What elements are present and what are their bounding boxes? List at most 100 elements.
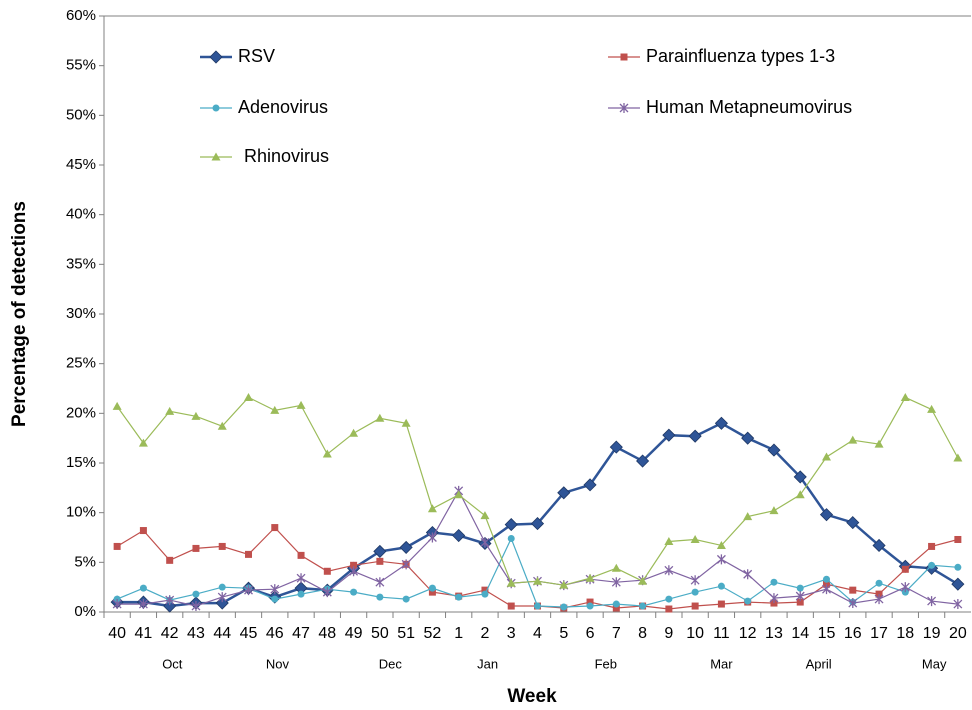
marker: [427, 532, 437, 543]
marker: [428, 584, 436, 592]
month-label: Feb: [595, 656, 617, 671]
x-tick-label: 20: [949, 625, 967, 642]
marker: [717, 600, 725, 608]
marker: [901, 565, 909, 573]
month-label: Mar: [710, 656, 733, 671]
marker: [375, 577, 385, 588]
marker: [481, 590, 489, 598]
y-tick-label: 60%: [66, 7, 96, 24]
series-line: [116, 396, 959, 586]
marker: [401, 559, 411, 570]
x-tick-label: 3: [507, 625, 516, 642]
marker: [619, 103, 629, 113]
marker: [638, 576, 648, 585]
month-label: Jan: [477, 656, 498, 671]
marker: [741, 431, 755, 445]
marker: [534, 602, 541, 610]
x-tick-label: 43: [187, 625, 205, 642]
marker: [767, 443, 781, 457]
marker: [900, 582, 910, 593]
x-tick-label: 16: [844, 625, 862, 642]
marker: [716, 554, 726, 565]
marker: [743, 569, 753, 580]
x-tick-label: 49: [345, 625, 363, 642]
marker: [165, 595, 175, 606]
marker: [427, 504, 437, 513]
marker: [323, 567, 331, 575]
x-tick-label: 10: [686, 625, 704, 642]
marker: [452, 528, 466, 543]
marker: [322, 587, 332, 598]
marker: [953, 453, 963, 462]
marker: [217, 421, 227, 430]
y-tick-label: 15%: [66, 454, 96, 471]
marker: [166, 556, 174, 564]
x-axis-title: Week: [507, 686, 557, 707]
marker: [636, 454, 650, 468]
y-tick-label: 0%: [74, 603, 96, 620]
x-tick-label: 46: [266, 625, 284, 642]
y-tick-label: 35%: [66, 255, 96, 272]
x-tick-label: 8: [638, 625, 647, 642]
x-tick-label: 18: [896, 625, 914, 642]
x-tick-label: 17: [870, 625, 888, 642]
marker: [481, 586, 489, 594]
marker: [112, 401, 122, 410]
month-label: April: [806, 656, 832, 671]
x-tick-label: 7: [612, 625, 621, 642]
y-tick-label: 5%: [74, 553, 96, 570]
marker: [611, 577, 621, 588]
marker: [504, 518, 518, 532]
marker: [401, 418, 411, 427]
month-label: Nov: [266, 656, 290, 671]
marker: [639, 602, 647, 610]
x-tick-label: 40: [108, 625, 126, 642]
marker: [609, 440, 623, 454]
month-label: Oct: [162, 656, 183, 671]
y-tick-label: 25%: [66, 355, 96, 372]
marker: [218, 583, 226, 591]
marker: [611, 563, 621, 572]
x-tick-label: 2: [481, 625, 490, 642]
marker: [769, 506, 779, 515]
marker: [717, 582, 725, 590]
x-tick-label: 4: [533, 625, 542, 642]
x-tick-label: 47: [292, 625, 310, 642]
marker: [927, 596, 937, 607]
marker: [743, 512, 753, 521]
marker: [664, 565, 674, 576]
marker: [506, 578, 516, 587]
marker: [533, 576, 542, 585]
marker: [480, 511, 490, 520]
marker: [953, 599, 963, 610]
legend-label: RSV: [238, 46, 275, 66]
marker: [218, 542, 226, 550]
marker: [454, 490, 464, 499]
marker: [822, 584, 831, 595]
marker: [113, 542, 121, 550]
x-tick-label: 15: [818, 625, 836, 642]
x-tick-label: 6: [586, 625, 595, 642]
marker: [849, 586, 857, 594]
marker: [507, 534, 515, 542]
marker: [665, 595, 673, 603]
y-tick-label: 40%: [66, 206, 96, 223]
marker: [744, 597, 752, 605]
marker: [138, 438, 148, 447]
y-tick-label: 45%: [66, 156, 96, 173]
marker: [954, 535, 962, 543]
marker: [191, 411, 201, 420]
x-tick-label: 14: [791, 625, 809, 642]
marker: [612, 600, 620, 608]
marker: [245, 550, 252, 558]
marker: [620, 53, 628, 61]
marker: [954, 563, 962, 571]
x-tick-label: 42: [161, 625, 179, 642]
y-tick-label: 30%: [66, 305, 96, 322]
marker: [165, 406, 175, 415]
marker: [714, 416, 728, 430]
marker: [874, 594, 884, 605]
series-line: [116, 526, 959, 610]
marker: [951, 577, 965, 591]
marker: [139, 527, 147, 535]
